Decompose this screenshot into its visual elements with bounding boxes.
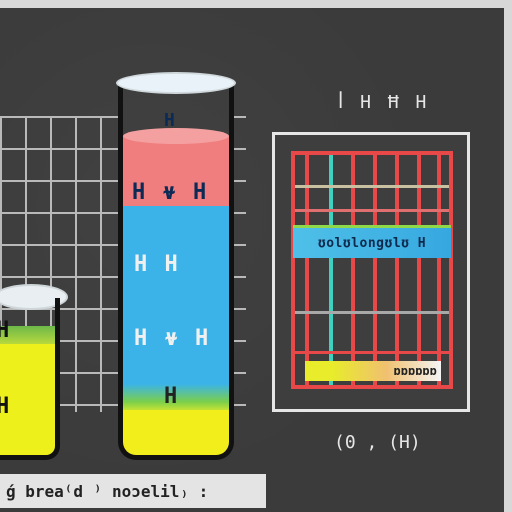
panel-bar bbox=[395, 155, 399, 385]
panel-line bbox=[295, 185, 449, 188]
panel-red-frame bbox=[291, 151, 453, 389]
panel-bar bbox=[417, 155, 421, 385]
tall-cylinder-label: H bbox=[164, 384, 180, 409]
small-beaker: H H bbox=[0, 284, 68, 464]
tall-cylinder-rim bbox=[116, 72, 236, 94]
small-beaker-body bbox=[0, 298, 60, 460]
caption-box: ǵ brea⁽d ⁾ noɔelil₎ : bbox=[0, 474, 266, 508]
background-grid-right bbox=[232, 116, 246, 412]
panel-bar bbox=[329, 155, 333, 385]
panel-line bbox=[295, 311, 449, 314]
liquid-pink-layer bbox=[123, 136, 229, 206]
panel-line bbox=[295, 351, 449, 354]
tall-cylinder: H H ⍱ H H H H ⍱ H H bbox=[116, 72, 236, 464]
liquid-pink-surface bbox=[123, 128, 229, 144]
tall-cylinder-body bbox=[118, 84, 234, 460]
tall-cylinder-label: H bbox=[164, 110, 177, 131]
panel-band: ʊolʊlongʊlʊ H bbox=[293, 225, 451, 258]
coordinate-label: (0 ‚ (H) bbox=[334, 432, 421, 453]
panel-bar bbox=[373, 155, 377, 385]
liquid-blue-layer bbox=[123, 206, 229, 402]
detail-panel: ʊolʊlongʊlʊ H ɒɒɒɒɒɒ bbox=[272, 132, 470, 412]
panel-bar bbox=[351, 155, 355, 385]
panel-bar bbox=[305, 155, 309, 385]
liquid-yellow-layer bbox=[123, 410, 229, 455]
panel-foot-strip: ɒɒɒɒɒɒ bbox=[305, 361, 441, 381]
small-beaker-label: H bbox=[0, 394, 10, 419]
small-liquid-green-layer bbox=[0, 326, 55, 348]
top-label: ꟾ H Ħ H bbox=[338, 92, 430, 113]
liquid-green-layer bbox=[123, 384, 229, 414]
panel-line bbox=[295, 209, 449, 212]
tall-cylinder-label: H ⍱ H bbox=[132, 180, 209, 205]
panel-bar bbox=[437, 155, 441, 385]
small-liquid-yellow-layer bbox=[0, 344, 55, 455]
tall-cylinder-label: H ⍱ H bbox=[134, 326, 211, 351]
small-beaker-label: H bbox=[0, 318, 10, 343]
tall-cylinder-label: H H bbox=[134, 252, 180, 277]
